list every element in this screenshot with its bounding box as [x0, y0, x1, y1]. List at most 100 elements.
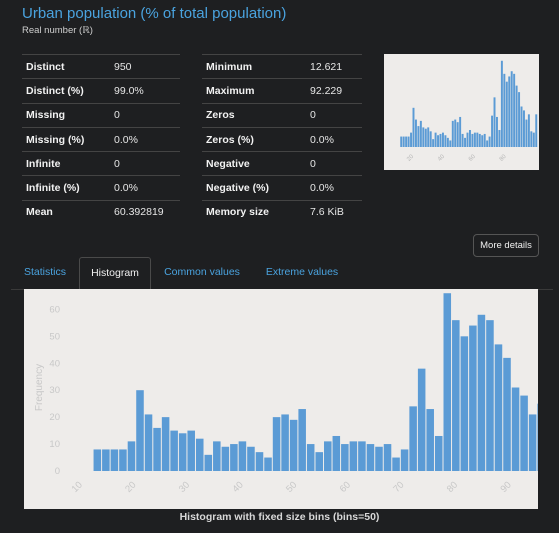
stat-label: Zeros (%) — [202, 126, 306, 152]
stat-label: Negative — [202, 151, 306, 176]
histogram-bar — [477, 314, 486, 471]
stats-table-right: Minimum 12.621 Maximum 92.229 Zeros 0 Zeros (%… — [202, 53, 362, 225]
histogram-bar — [528, 414, 537, 471]
stat-row: Missing (%) 0.0% — [22, 126, 180, 152]
thumbnail-bar — [481, 135, 484, 147]
x-tick-label: 10 — [70, 480, 85, 495]
y-tick-label: 60 — [49, 304, 60, 315]
histogram-bar — [230, 444, 238, 471]
tab-extreme-values[interactable]: Extreme values — [265, 266, 339, 278]
stat-row: Memory size 7.6 KiB — [202, 199, 362, 225]
thumbnail-bar — [451, 120, 454, 147]
thumbnail-bar — [491, 115, 494, 147]
page-subtitle: Real number (ℝ) — [22, 25, 93, 36]
histogram-bar — [511, 387, 520, 471]
thumbnail-bar — [525, 119, 528, 147]
histogram-bar — [204, 454, 213, 471]
stat-value: 950 — [110, 53, 180, 79]
y-axis-label: Frequency — [34, 364, 45, 411]
histogram-bar — [170, 430, 178, 471]
stat-value: 0 — [306, 151, 362, 176]
stat-label: Distinct — [22, 53, 110, 79]
thumbnail-bar — [486, 140, 489, 147]
stat-row: Maximum 92.229 — [202, 78, 362, 104]
tab-histogram[interactable]: Histogram — [79, 257, 151, 290]
thumbnail-bar — [520, 106, 523, 147]
histogram-bar — [178, 433, 187, 471]
histogram-chart: 0 10 20 30 40 50 60 Frequency 10 20 30 40 50 60 70 80 90 — [34, 293, 559, 495]
thumbnail-bar — [473, 132, 476, 147]
thumbnail-bar — [522, 110, 525, 147]
histogram-bar — [306, 444, 315, 471]
thumbnail-bar — [446, 137, 449, 147]
histogram-panel: 0 10 20 30 40 50 60 Frequency 10 20 30 40 50 60 70 80 90 — [24, 289, 559, 509]
thumbnail-bar — [427, 127, 430, 147]
histogram-bar — [324, 441, 332, 471]
histogram-bar — [417, 368, 426, 471]
histogram-bar — [289, 419, 298, 471]
histogram-bar — [349, 441, 358, 471]
thumbnail-bar — [424, 128, 427, 147]
thumbnail-bar — [518, 92, 521, 147]
stat-value: 99.0% — [110, 78, 180, 104]
histogram-bar — [187, 430, 195, 471]
histogram-bar — [375, 446, 383, 471]
histogram-bar — [144, 414, 153, 471]
stat-value: 0.0% — [306, 126, 362, 152]
histogram-bar — [409, 406, 417, 471]
histogram-bar — [102, 449, 110, 471]
y-tick-label: 30 — [49, 385, 60, 396]
stat-label: Missing — [22, 102, 110, 128]
stat-value: 92.229 — [306, 78, 362, 104]
histogram-bar — [358, 441, 366, 471]
thumbnail-bar — [483, 133, 486, 147]
thumbnail-bar — [535, 114, 538, 147]
stat-row: Negative 0 — [202, 151, 362, 176]
histogram-bar — [281, 414, 289, 471]
x-tick-label: 30 — [177, 480, 192, 495]
more-details-button[interactable]: More details — [473, 234, 539, 257]
histogram-caption: Histogram with fixed size bins (bins=50) — [179, 511, 380, 523]
histogram-bar — [426, 409, 434, 471]
thumbnail-bar — [530, 131, 533, 147]
thumbnail-bar — [449, 140, 452, 147]
histogram-thumbnail-chart: 20 40 60 80 — [400, 60, 538, 163]
histogram-bar — [503, 357, 511, 471]
histogram-bar — [213, 441, 221, 471]
histogram-bar — [383, 444, 392, 471]
x-tick-label: 80 — [445, 480, 460, 495]
x-tick-label: 50 — [284, 480, 299, 495]
thumbnail-bar — [505, 81, 508, 147]
thumbnail-bar — [456, 122, 459, 147]
histogram-bar — [127, 441, 136, 471]
stats-table-left: Distinct 950 Distinct (%) 99.0% Missing 0 Miss… — [22, 53, 180, 225]
stat-value: 7.6 KiB — [306, 199, 362, 225]
histogram-bar — [452, 320, 460, 471]
histogram-bar — [119, 449, 127, 471]
stat-value: 60.392819 — [110, 199, 180, 225]
stat-row: Distinct 950 — [22, 53, 180, 79]
thumbnail-bar — [527, 114, 530, 147]
page-title: Urban population (% of total population) — [22, 5, 287, 22]
stat-label: Memory size — [202, 199, 306, 225]
stat-label: Infinite — [22, 151, 110, 176]
thumbnail-bar — [454, 119, 457, 147]
tab-statistics[interactable]: Statistics — [23, 266, 66, 278]
histogram-bar — [392, 457, 400, 471]
thumbnail-bar — [422, 127, 425, 147]
x-tick-label: 40 — [230, 480, 245, 495]
stat-row: Infinite (%) 0.0% — [22, 175, 180, 201]
thumbnail-bar — [508, 76, 511, 147]
thumbnail-x-tick-label: 60 — [468, 153, 477, 162]
tab-common-values[interactable]: Common values — [164, 266, 240, 278]
stat-label: Infinite (%) — [22, 175, 110, 201]
thumbnail-bar — [417, 126, 420, 147]
histogram-bar — [494, 344, 503, 471]
stat-row: Distinct (%) 99.0% — [22, 78, 180, 104]
thumbnail-bar — [407, 136, 410, 147]
histogram-bar — [434, 435, 443, 471]
histogram-bar — [110, 449, 119, 471]
tab-bar: Statistics Histogram Common values Extre… — [11, 257, 553, 290]
thumbnail-bar — [510, 71, 513, 147]
thumbnail-bar — [471, 133, 474, 147]
